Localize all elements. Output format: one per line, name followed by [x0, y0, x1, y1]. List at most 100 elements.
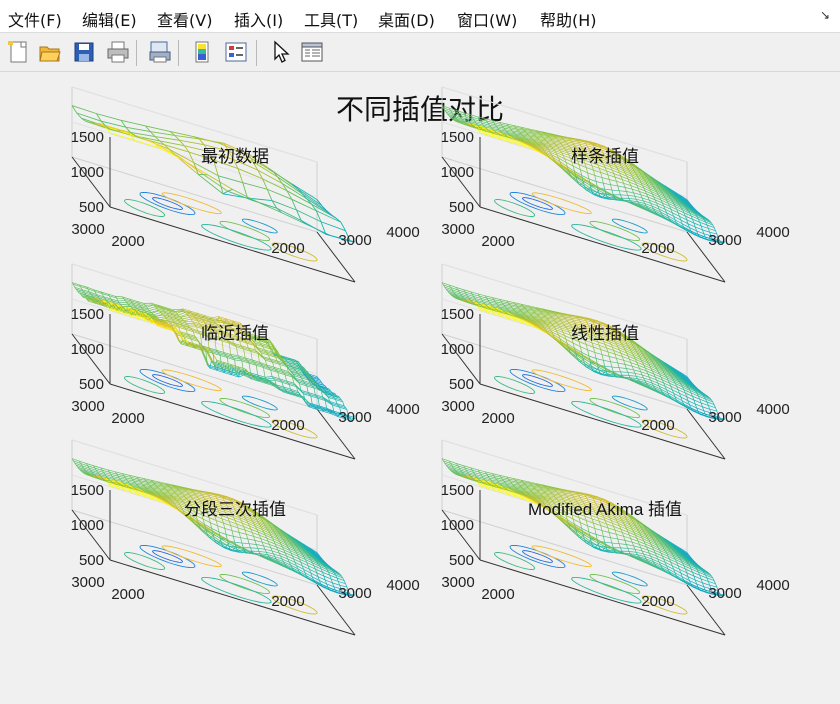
mesh-line [478, 130, 481, 134]
mesh-line [562, 168, 565, 171]
mesh-line [277, 372, 280, 379]
mesh-line [588, 178, 597, 182]
mesh-line [655, 199, 663, 204]
mesh-line [540, 146, 548, 149]
mesh-line [527, 139, 530, 142]
edit-plot-arrow-button[interactable] [266, 38, 294, 66]
mesh-line [514, 137, 522, 141]
mesh-line [449, 116, 452, 119]
mesh-line [252, 161, 278, 178]
mesh-line [243, 153, 269, 170]
mesh-line [485, 118, 493, 121]
mesh-line [567, 137, 569, 139]
contour-line [494, 376, 536, 394]
mesh-line [540, 140, 548, 143]
mesh-line [535, 146, 538, 149]
mesh-line [611, 366, 620, 369]
menu-tools[interactable]: 工具(T) [304, 11, 359, 30]
mesh-line [301, 193, 327, 211]
mesh-line [500, 134, 502, 136]
mesh-line [608, 179, 611, 185]
mesh-line [557, 162, 560, 164]
mesh-line [545, 146, 548, 149]
mesh-line [159, 140, 165, 146]
mesh-line [484, 130, 486, 132]
mesh-line [571, 140, 579, 143]
mesh-line [666, 212, 674, 217]
mesh-line [578, 142, 581, 145]
save-button[interactable] [70, 38, 98, 66]
mesh-line [668, 202, 676, 207]
mesh-line [567, 152, 570, 156]
print-button[interactable] [104, 38, 132, 66]
mesh-line [296, 188, 323, 206]
mesh-line [614, 197, 617, 201]
colorbar-button[interactable] [188, 38, 216, 66]
print-preview-button[interactable] [146, 38, 174, 66]
mesh-line [563, 155, 571, 159]
mesh-line [530, 142, 532, 144]
menu-insert[interactable]: 插入(I) [234, 11, 284, 30]
menu-file[interactable]: 文件(F) [8, 11, 62, 30]
mesh-line [538, 144, 541, 147]
mesh-line [468, 121, 471, 124]
mesh-line [462, 120, 465, 123]
mesh-line [563, 170, 566, 172]
mesh-line [95, 122, 101, 125]
undock-arrow-icon[interactable]: ↘ [819, 8, 830, 22]
mesh-line [594, 175, 603, 178]
menu-view[interactable]: 查看(V) [157, 11, 213, 30]
menu-edit[interactable]: 编辑(E) [82, 11, 137, 30]
mesh-line [530, 137, 533, 140]
mesh-line [694, 234, 703, 238]
mesh-line [597, 143, 600, 146]
mesh-line [582, 140, 585, 143]
mesh-line [642, 207, 651, 212]
property-inspector-button[interactable] [298, 38, 326, 66]
mesh-line [600, 172, 608, 176]
mesh-line [587, 172, 590, 179]
mesh-line [557, 134, 559, 137]
mesh-line [529, 145, 532, 147]
mesh-line [566, 171, 575, 179]
mesh-line [589, 185, 592, 191]
mesh-line [639, 180, 648, 185]
mesh-line [620, 176, 623, 180]
mesh-line [644, 173, 653, 180]
mesh-line [557, 155, 560, 159]
menu-window[interactable]: 窗口(W) [457, 11, 518, 30]
mesh-line [458, 114, 461, 118]
mesh-line [451, 118, 459, 122]
contour-line [139, 191, 196, 216]
contour-line [201, 223, 272, 251]
mesh-line [525, 143, 527, 145]
mesh-line [707, 239, 716, 243]
new-figure-button[interactable] [4, 38, 32, 66]
mesh-line [609, 164, 617, 169]
mesh-line [609, 197, 612, 200]
menu-help[interactable]: 帮助(H) [540, 11, 597, 30]
contour-line [571, 223, 642, 251]
mesh-line [203, 144, 229, 152]
mesh-line [586, 154, 589, 158]
mesh-line [474, 121, 477, 124]
mesh-line [698, 218, 706, 223]
mesh-line [479, 118, 487, 122]
z-tick-label: 1000 [71, 164, 104, 181]
mesh-line [545, 139, 553, 142]
open-file-button[interactable] [36, 38, 64, 66]
mesh-line [577, 150, 580, 153]
mesh-line [472, 116, 480, 120]
mesh-line [556, 163, 559, 166]
legend-button[interactable] [222, 38, 250, 66]
mesh-line [631, 174, 639, 179]
mesh-line [228, 150, 254, 163]
mesh-line [96, 113, 122, 121]
mesh-line [566, 150, 569, 154]
mesh-line [169, 131, 176, 136]
mesh-line [218, 175, 243, 184]
mesh-line [715, 241, 723, 244]
menu-desktop[interactable]: 桌面(D) [378, 11, 435, 30]
mesh-line [556, 138, 559, 141]
z-tick-label: 1500 [441, 129, 474, 146]
